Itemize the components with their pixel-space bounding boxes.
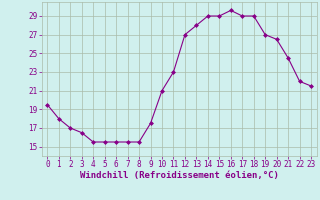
X-axis label: Windchill (Refroidissement éolien,°C): Windchill (Refroidissement éolien,°C) — [80, 171, 279, 180]
